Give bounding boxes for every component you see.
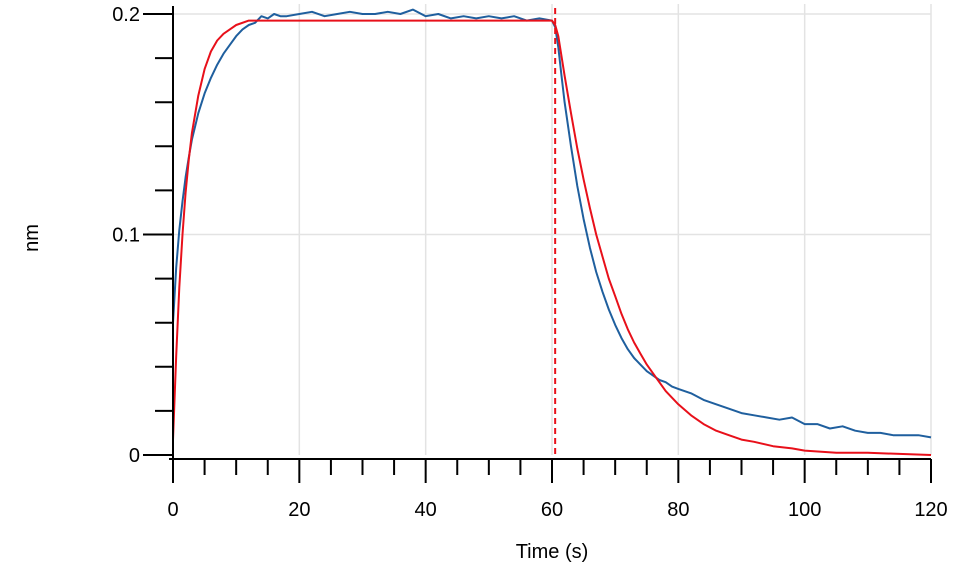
x-tick-label: 40: [415, 499, 437, 521]
grid-lines: [173, 4, 932, 455]
x-axis-title: Time (s): [516, 541, 589, 563]
x-tick-label: 100: [788, 499, 821, 521]
y-tick-label: 0: [129, 445, 140, 467]
x-tick-label: 80: [667, 499, 689, 521]
y-tick-label: 0.1: [112, 225, 140, 247]
measured-series-line: [172, 8, 932, 439]
y-tick-label: 0.2: [112, 4, 140, 26]
x-tick-label: 0: [167, 499, 178, 521]
x-tick-label: 120: [914, 499, 947, 521]
x-tick-label: 60: [541, 499, 563, 521]
y-axis-title: nm: [21, 224, 43, 252]
x-tick-label: 20: [288, 499, 310, 521]
axis-ticks: 0 20 40 60 80 100 120 0 0.1 0.2: [112, 4, 948, 521]
fitted-series-line: [172, 19, 932, 456]
axes: [169, 6, 931, 460]
